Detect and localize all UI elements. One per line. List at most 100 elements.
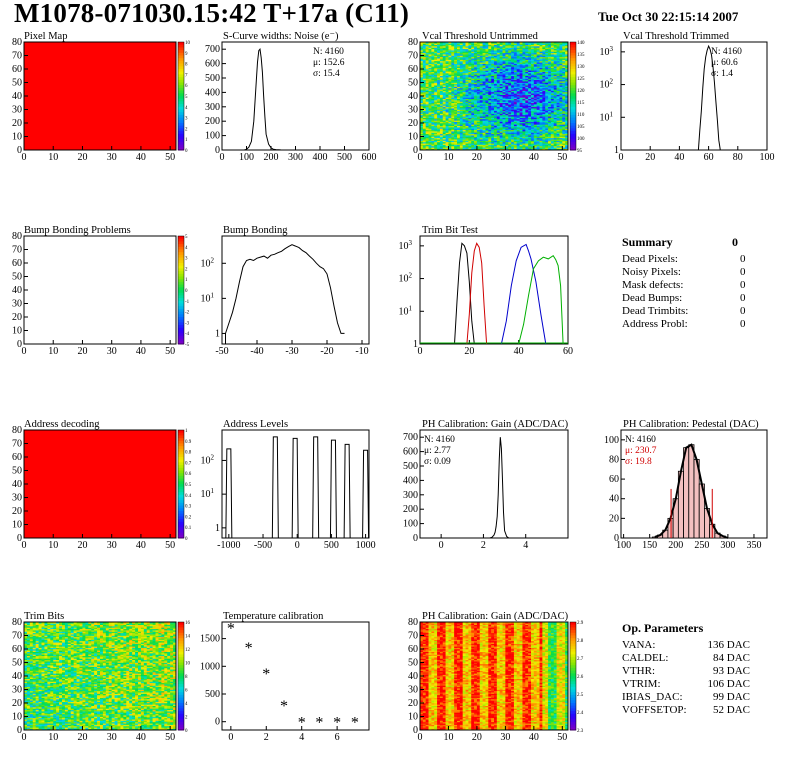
heatmap-cell	[465, 105, 469, 108]
y-tick-label: 50	[12, 272, 22, 283]
heatmap-cell	[545, 140, 549, 143]
heatmap-cell	[465, 48, 469, 51]
chart-ph-gain: PH Calibration: Gain (ADC/DAC)0 2 40100200…	[403, 419, 569, 551]
heatmap-cell	[479, 136, 483, 139]
heatmap-cell	[499, 117, 503, 120]
heatmap-cell	[548, 82, 552, 85]
heatmap-cell	[522, 75, 526, 78]
peak-line	[343, 443, 351, 539]
heatmap-cell	[462, 128, 466, 131]
heatmap-cell	[550, 86, 555, 89]
heatmap-cell	[457, 86, 461, 89]
heatmap-cell	[468, 113, 472, 116]
heatmap-cell	[465, 93, 469, 95]
heatmap-cell	[462, 59, 466, 62]
heatmap-cell	[511, 118, 515, 121]
heatmap-cell	[553, 129, 557, 132]
heatmap-cell	[459, 78, 463, 81]
heatmap-cell	[494, 112, 498, 114]
heatmap-cell	[502, 131, 506, 133]
heatmap-cell	[511, 116, 515, 118]
heatmap-cell	[471, 73, 475, 75]
palette-cell	[178, 42, 184, 46]
heatmap-cell	[485, 48, 489, 51]
heatmap-cell	[451, 136, 455, 139]
heatmap-cell	[422, 141, 426, 144]
heatmap-cell	[539, 59, 543, 62]
heatmap-cell	[462, 60, 466, 63]
heatmap-cell	[556, 145, 560, 148]
heatmap-cell	[494, 79, 498, 82]
heatmap-cell	[525, 54, 529, 56]
heatmap-cell	[488, 132, 492, 135]
heatmap-cell	[448, 54, 452, 56]
heatmap-cell	[539, 52, 543, 55]
heatmap-cell	[454, 46, 458, 48]
heatmap-cell	[437, 137, 441, 140]
heatmap-cell	[513, 100, 518, 102]
heatmap-cell	[422, 117, 426, 120]
heatmap-cell	[420, 101, 424, 104]
heatmap-cell	[539, 62, 543, 64]
heatmap-cell	[457, 113, 461, 116]
heatmap-cell	[442, 129, 446, 132]
heatmap-cell	[533, 59, 537, 62]
heatmap-cell	[528, 98, 532, 101]
stats-text: σ: 1.4	[711, 69, 733, 79]
heatmap-cell	[485, 79, 489, 82]
heatmap-cell	[519, 147, 523, 149]
plot-frame	[221, 41, 370, 151]
heatmap-cell	[505, 98, 509, 101]
heatmap-cell	[505, 139, 509, 141]
heatmap-cell	[519, 133, 523, 136]
heatmap-cell	[499, 55, 503, 58]
x-tick-label: 60	[704, 152, 714, 163]
heatmap-cell	[539, 112, 543, 114]
heatmap-cell	[448, 81, 452, 83]
heatmap-cell	[439, 141, 444, 144]
heatmap-cell	[536, 121, 540, 124]
palette-cell	[178, 144, 184, 148]
heatmap-cell	[502, 54, 506, 56]
heatmap-cell	[434, 87, 438, 90]
heatmap-cell	[536, 69, 540, 71]
heatmap-cell	[457, 116, 461, 118]
heatmap-cell	[550, 51, 555, 54]
heatmap-cell	[482, 58, 486, 60]
heatmap-cell	[420, 117, 424, 120]
heatmap-cell	[465, 98, 469, 101]
heatmap-cell	[439, 118, 444, 121]
heatmap-cell	[491, 110, 495, 113]
heatmap-cell	[548, 87, 552, 90]
heatmap-cell	[482, 133, 486, 136]
heatmap-cell	[496, 89, 500, 91]
heatmap-cell	[485, 114, 489, 117]
heatmap-cell	[445, 56, 449, 59]
palette-cell	[178, 52, 184, 56]
heatmap-cell	[516, 70, 520, 72]
heatmap-cell	[445, 131, 449, 133]
heatmap-cell	[439, 117, 444, 120]
heatmap-cell	[428, 85, 432, 87]
heatmap-cell	[468, 137, 472, 140]
x-tick-label: 0	[418, 152, 423, 163]
heatmap-cell	[454, 58, 458, 60]
heatmap-cell	[496, 82, 500, 85]
heatmap-cell	[545, 44, 549, 47]
heatmap-cell	[425, 69, 429, 71]
heatmap-cell	[437, 78, 441, 81]
heatmap-cell	[494, 83, 498, 86]
heatmap-cell	[525, 55, 529, 58]
heatmap-cell	[528, 128, 532, 131]
x-tick-label: 30	[500, 152, 510, 163]
heatmap-cell	[491, 114, 495, 117]
heatmap-cell	[513, 125, 518, 128]
heatmap-cell	[476, 133, 481, 136]
heatmap-cell	[457, 66, 461, 68]
heatmap-cell	[519, 114, 523, 117]
heatmap-cell	[457, 94, 461, 97]
heatmap-cell	[508, 112, 512, 114]
heatmap-cell	[499, 105, 503, 108]
heatmap-cell	[542, 54, 546, 56]
heatmap-cell	[553, 94, 557, 97]
